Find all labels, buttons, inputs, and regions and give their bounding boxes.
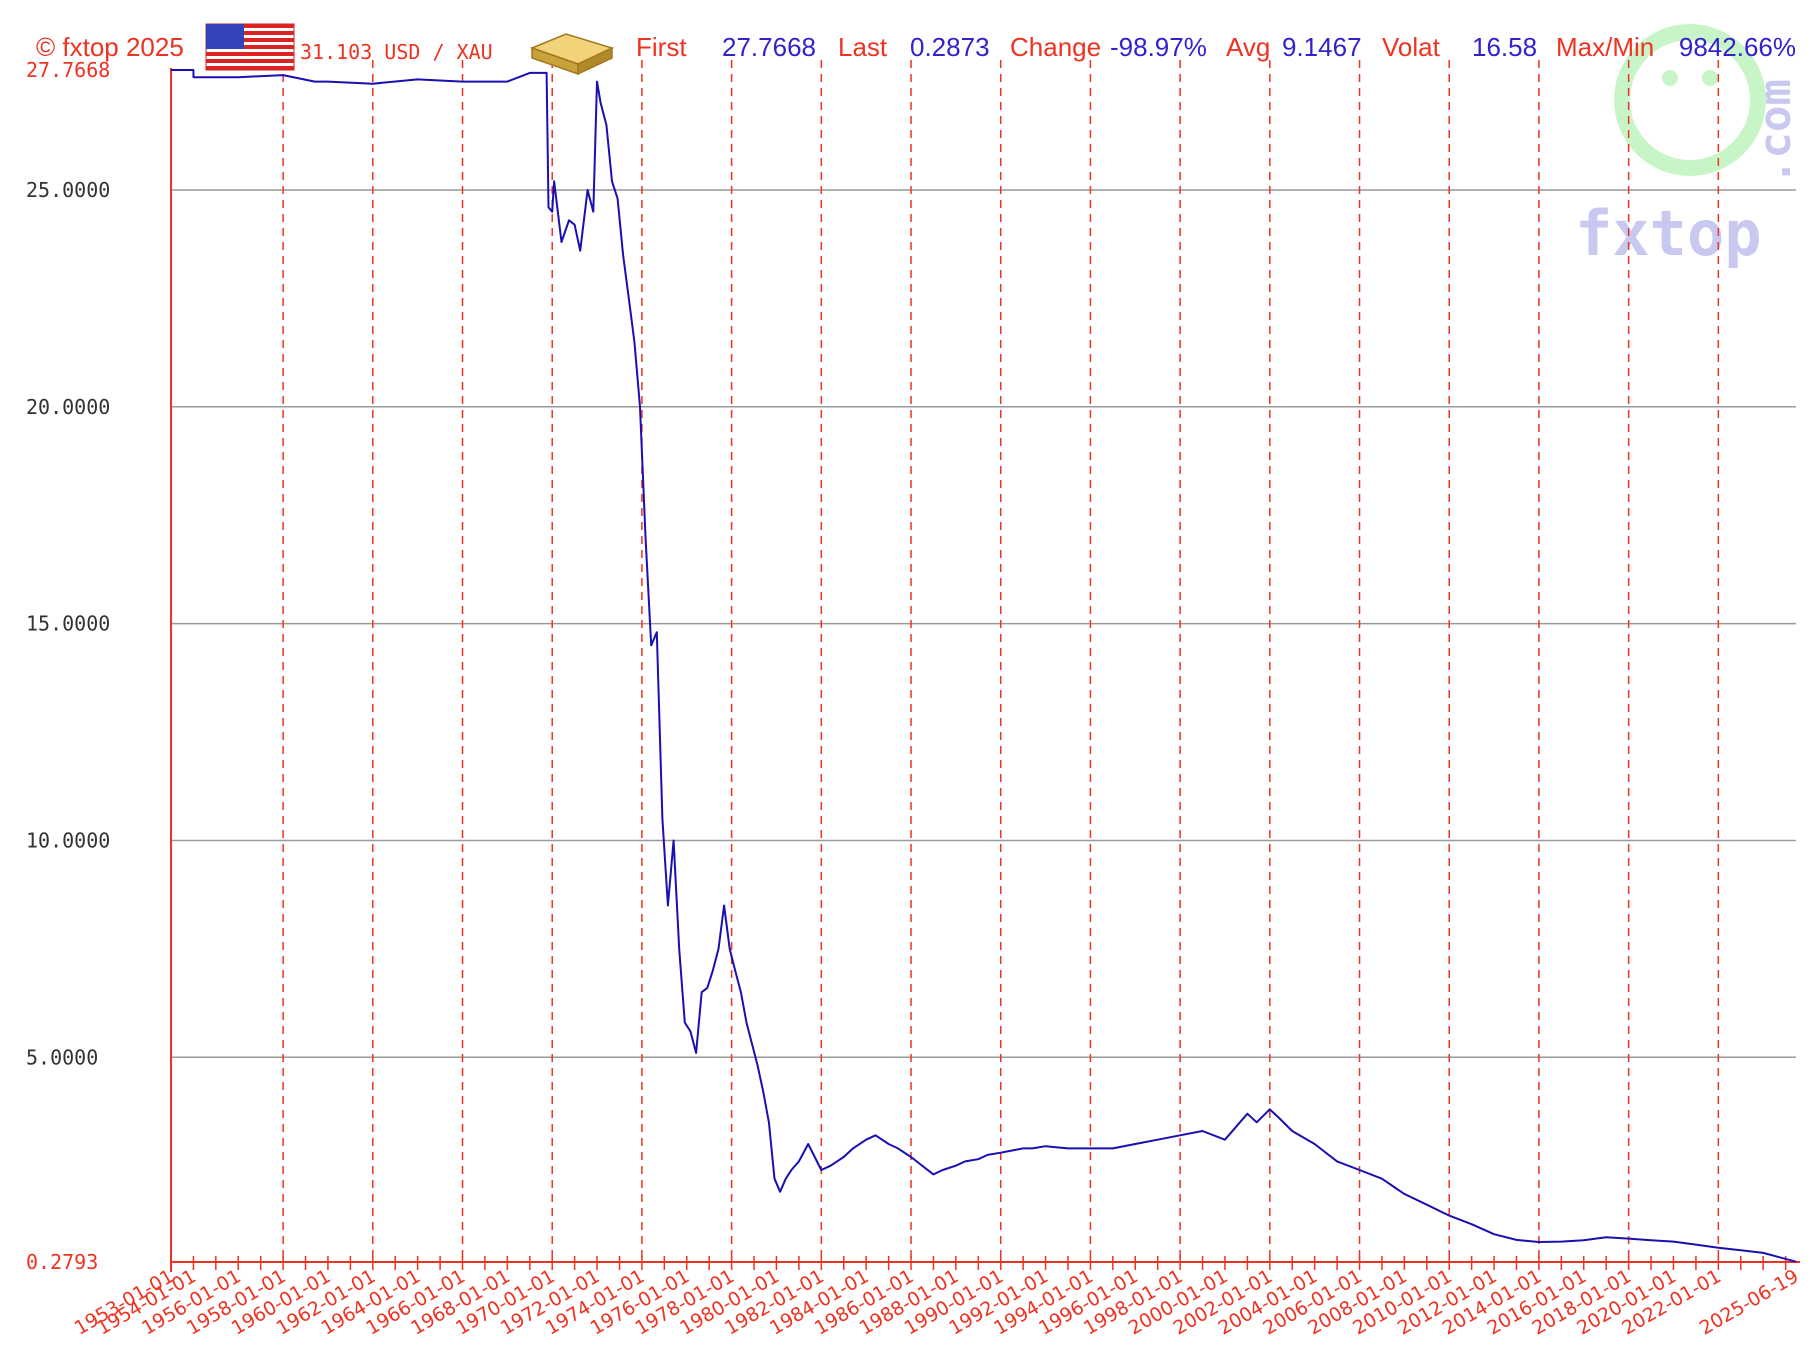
us-flag-icon [205,23,295,71]
vertical-gridlines [282,60,1720,1262]
series-line [171,69,1797,1263]
change-value: -98.97% [1110,32,1207,62]
y-tick-label: 27.7668 [26,58,110,82]
avg-value: 9.1467 [1282,32,1362,62]
y-tick-label: 5.0000 [26,1045,98,1069]
last-label: Last [838,32,888,62]
y-tick-labels: 27.7668 25.0000 20.0000 15.0000 10.0000 5.000… [26,58,110,1274]
smiley-eye-icon [1702,70,1718,86]
watermark-suffix: .com [1750,79,1801,185]
y-tick-label: 20.0000 [26,395,110,419]
smiley-eye-icon [1662,70,1678,86]
x-tick-labels: 1953-01-011954-01-011956-01-011958-01-01… [71,1265,1803,1339]
y-tick-label: 15.0000 [26,612,110,636]
fxtop-watermark: fxtop .com [1575,24,1801,270]
avg-label: Avg [1226,32,1270,62]
axes [170,68,1800,1272]
y-tick-label: 0.2793 [26,1250,98,1274]
watermark-brand: fxtop [1575,197,1762,270]
first-value: 27.7668 [722,32,816,62]
horizontal-gridlines [171,189,1796,1059]
maxmin-label: Max/Min [1556,32,1654,62]
maxmin-value: 9842.66% [1679,32,1796,62]
first-label: First [636,32,687,62]
chart-header: © fxtop 2025 31.103 USD / XAU First 27.7… [36,23,1796,76]
copyright-text: © fxtop 2025 [36,32,184,62]
change-label: Change [1010,32,1101,62]
last-value: 0.2873 [910,32,990,62]
volat-label: Volat [1382,32,1441,62]
y-tick-label: 10.0000 [26,828,110,852]
volat-value: 16.58 [1472,32,1537,62]
y-tick-label: 25.0000 [26,178,110,202]
smiley-icon [1614,24,1766,176]
gold-bar-icon [529,33,615,76]
currency-pair: 31.103 USD / XAU [300,40,493,64]
